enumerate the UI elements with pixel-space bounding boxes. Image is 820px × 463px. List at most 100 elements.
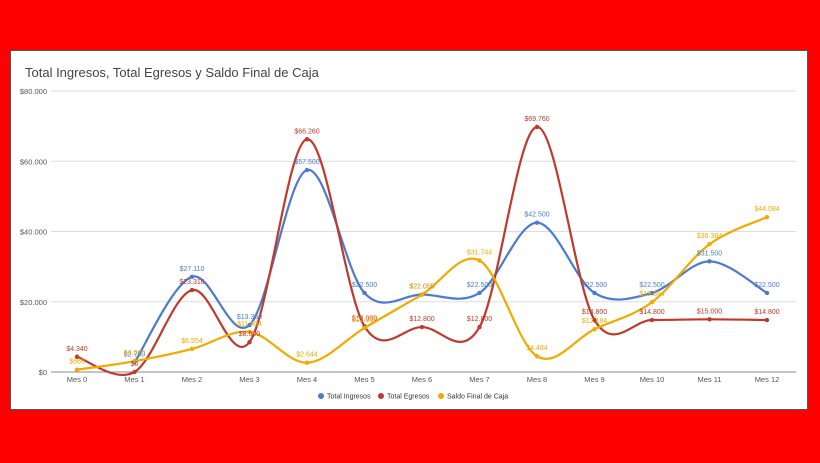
data-label: $36.384 [697, 233, 722, 240]
data-label: $2.750 [124, 351, 146, 358]
data-label: $22.055 [409, 284, 434, 291]
data-label: $14.800 [639, 309, 664, 316]
data-point [477, 258, 482, 263]
y-tick-label: $60.000 [20, 157, 47, 166]
data-label: $22.500 [754, 282, 779, 289]
data-point [419, 324, 425, 330]
x-tick-label: Mes 2 [182, 375, 202, 384]
data-label: $69.760 [524, 116, 549, 123]
grid-layer [51, 90, 796, 373]
data-point [132, 359, 137, 364]
legend-label: Total Ingresos [327, 394, 371, 401]
data-point [592, 327, 597, 332]
data-label: $0 [131, 361, 139, 368]
data-label: $19.884 [639, 291, 664, 298]
data-point [189, 346, 195, 352]
x-tick-label: Mes 6 [412, 375, 432, 384]
data-label: $14.800 [582, 309, 607, 316]
x-tick-label: Mes 4 [297, 375, 317, 384]
x-tick-label: Mes 5 [354, 375, 374, 384]
chart-title: Total Ingresos, Total Egresos y Saldo Fi… [25, 65, 319, 80]
data-point [534, 354, 540, 359]
data-label: $44.084 [754, 206, 779, 213]
y-tick-label: $0 [39, 368, 47, 377]
data-point [764, 214, 770, 220]
legend-marker [438, 393, 444, 399]
x-tick-label: Mes 9 [584, 375, 604, 384]
data-point [534, 124, 540, 130]
x-tick-label: Mes 11 [697, 375, 721, 384]
data-label: $8.500 [239, 331, 261, 338]
data-label: $12.555 [352, 317, 377, 324]
data-label: $14.800 [754, 309, 779, 316]
y-tick-label: $80.000 [20, 87, 47, 96]
x-tick-label: Mes 3 [239, 375, 259, 384]
chart-frame: Total Ingresos, Total Egresos y Saldo Fi… [10, 50, 808, 410]
x-tick-label: Mes 10 [640, 375, 665, 384]
data-point [74, 367, 80, 372]
data-label: $42.500 [524, 212, 549, 219]
data-label: $11.404 [237, 321, 262, 328]
data-point [189, 287, 195, 293]
x-tick-label: Mes 1 [124, 375, 144, 384]
data-point [764, 317, 770, 323]
data-point [247, 329, 252, 335]
data-label: $57.500 [294, 159, 319, 166]
x-axis-ticks: Mes 0 Mes 1 Mes 2 Mes 3 Mes 4 Mes 5 Mes 6 Mes 7… [67, 375, 780, 384]
data-point [304, 167, 310, 173]
data-label: $31.500 [697, 250, 722, 257]
data-point [649, 317, 655, 323]
data-label: $22.500 [352, 282, 377, 289]
data-point [304, 137, 310, 142]
line-chart: $0$20.000$40.000$60.000$80.000 Mes 0 Mes … [20, 87, 796, 401]
data-label: $22.055 [409, 284, 434, 291]
data-label: $15.000 [697, 308, 722, 315]
legend-marker [318, 393, 324, 399]
data-label: $12.800 [409, 316, 434, 323]
data-point [362, 325, 367, 331]
data-point [247, 322, 252, 328]
data-label: $13.350 [237, 314, 262, 321]
data-label: $66.260 [294, 128, 319, 135]
data-point [362, 290, 367, 296]
data-point [707, 259, 712, 264]
legend-marker [378, 393, 384, 399]
series-layer [74, 124, 770, 376]
data-point [477, 290, 482, 296]
data-label: $27.110 [180, 266, 205, 273]
data-point [592, 317, 597, 323]
data-label-layer: $2.750 $27.110 $13.350 $57.500 $22.500 $22.05… [66, 116, 779, 368]
legend-label: Total Egresos [387, 394, 430, 401]
data-point [592, 290, 597, 296]
data-point [707, 242, 712, 247]
data-point [247, 339, 252, 345]
data-point [477, 324, 482, 330]
x-tick-label: Mes 12 [755, 375, 780, 384]
data-label: $13.000 [352, 315, 377, 322]
data-label: $31.744 [467, 249, 492, 256]
data-point [189, 274, 195, 279]
data-point [649, 290, 655, 296]
legend-label: Saldo Final de Caja [447, 394, 508, 401]
y-axis-ticks: $0 $20.000 $40.000 $60.000 $80.000 [20, 87, 47, 377]
data-label: $4.340 [66, 346, 88, 353]
data-point [534, 220, 540, 225]
data-label: $23.316 [179, 279, 204, 286]
x-tick-label: Mes 0 [67, 375, 87, 384]
data-label: $660 [69, 359, 85, 366]
data-label: $6.554 [181, 338, 203, 345]
data-label: $22.500 [582, 282, 607, 289]
data-point [764, 290, 770, 296]
data-point [419, 292, 425, 297]
data-label: $4.484 [526, 345, 548, 352]
data-label: $3.070 [124, 350, 146, 357]
legend: Total Ingresos Total Egresos Saldo Final d… [318, 393, 508, 401]
data-point [304, 360, 310, 365]
x-tick-label: Mes 7 [469, 375, 489, 384]
data-label: $2.644 [296, 352, 318, 359]
y-tick-label: $40.000 [20, 228, 47, 237]
data-label: $12.800 [467, 316, 492, 323]
y-tick-label: $20.000 [20, 298, 47, 307]
series-line-1 [76, 125, 768, 376]
data-point [132, 369, 137, 375]
